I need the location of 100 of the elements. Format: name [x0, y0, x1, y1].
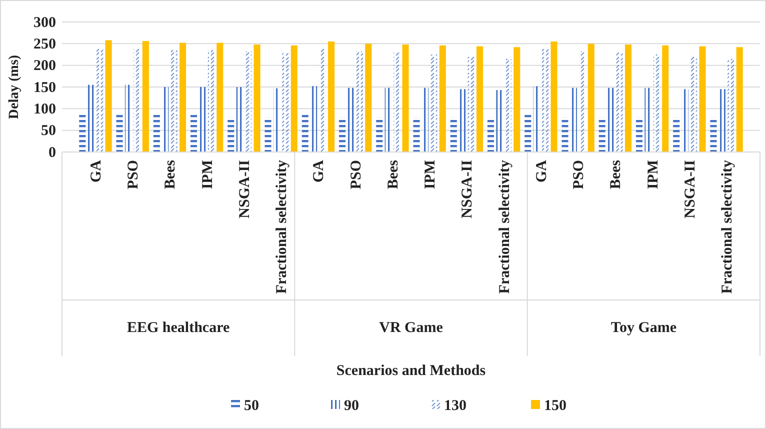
x-tick-label: Fractional selectivity — [274, 160, 290, 294]
bar — [653, 54, 660, 152]
x-tick-label: IPM — [422, 160, 439, 190]
bar — [459, 89, 466, 152]
bar — [524, 113, 532, 152]
bar — [245, 51, 252, 152]
x-tick-label: Bees — [162, 160, 179, 190]
bar — [736, 47, 743, 152]
legend-label: 130 — [444, 398, 466, 414]
bar — [124, 84, 132, 152]
bar — [710, 117, 717, 152]
bar — [282, 53, 289, 152]
x-tick-label: GA — [88, 160, 104, 182]
x-tick-label: PSO — [348, 160, 364, 190]
bar — [616, 52, 623, 152]
y-tick-label: 250 — [34, 36, 56, 52]
bar — [550, 42, 558, 152]
x-tick-label: Bees — [608, 160, 624, 190]
bar — [162, 87, 169, 152]
bar — [348, 88, 354, 152]
bar — [199, 87, 206, 152]
bar — [728, 58, 734, 152]
bar — [134, 48, 140, 152]
legend-label: 90 — [344, 398, 359, 414]
y-tick-label: 300 — [34, 14, 56, 31]
bar — [338, 117, 346, 152]
bar — [180, 42, 186, 152]
bar — [673, 117, 680, 152]
bar — [662, 45, 669, 152]
x-tick-label: NSGA-II — [682, 160, 698, 218]
y-tick-label: 150 — [34, 80, 56, 96]
x-tick-label: Bees — [385, 160, 402, 190]
text: Toy Game — [610, 320, 677, 336]
bar — [682, 89, 688, 152]
bar — [504, 58, 512, 152]
bar — [402, 44, 409, 152]
x-tick-label: IPM — [645, 160, 662, 190]
bar — [636, 117, 642, 152]
bar — [496, 90, 503, 152]
bar — [598, 117, 606, 152]
y-tick-label: 0 — [48, 144, 56, 161]
text: EEG healthcare — [127, 320, 230, 336]
bar — [96, 48, 104, 152]
bar — [430, 54, 438, 152]
bar — [542, 48, 549, 152]
bar — [579, 51, 586, 152]
bar — [570, 88, 577, 152]
bar — [365, 44, 372, 152]
bar — [356, 51, 363, 152]
bar — [376, 117, 383, 152]
bar — [608, 88, 614, 152]
y-tick-label: 200 — [34, 58, 56, 74]
bar — [690, 56, 698, 152]
x-tick-label: Fractional selectivity — [496, 160, 513, 294]
bar — [644, 88, 652, 152]
text: VR Game — [379, 320, 444, 336]
bar — [236, 87, 243, 152]
bar — [384, 88, 392, 152]
bar — [290, 45, 298, 152]
bar — [699, 46, 706, 152]
bar — [533, 86, 540, 152]
bar — [105, 40, 112, 152]
bar — [468, 56, 474, 152]
y-tick-label: 100 — [34, 101, 56, 118]
bar — [328, 42, 335, 152]
bar — [450, 117, 457, 152]
x-tick-label: PSO — [571, 160, 588, 190]
bar — [624, 44, 632, 152]
x-tick-label: PSO — [126, 160, 142, 190]
x-axis-title: Scenarios and Methods — [336, 363, 486, 379]
bar — [264, 117, 272, 152]
legend-label: 150 — [544, 398, 566, 414]
x-tick-label: GA — [534, 160, 550, 182]
bar — [319, 48, 326, 152]
bar — [254, 44, 260, 152]
bar — [588, 44, 594, 152]
y-tick-label: 50 — [41, 123, 56, 140]
bar — [439, 45, 446, 152]
bar — [116, 113, 123, 152]
x-tick-label: IPM — [200, 160, 216, 190]
x-tick-label: NSGA-II — [460, 160, 476, 218]
bar — [208, 50, 214, 152]
legend-label: 50 — [244, 398, 259, 414]
bar — [228, 117, 234, 152]
bar — [190, 113, 198, 152]
bar — [170, 50, 178, 152]
bar — [487, 117, 494, 152]
bar — [394, 52, 400, 152]
y-axis-title: Delay (ms) — [7, 54, 22, 120]
bar — [79, 113, 86, 152]
bar — [718, 89, 726, 152]
bar — [310, 86, 318, 152]
bar — [88, 84, 94, 152]
bar — [273, 88, 280, 152]
bar — [216, 42, 224, 152]
x-tick-label: NSGA-II — [236, 160, 253, 218]
bar — [413, 117, 420, 152]
bar — [514, 47, 520, 152]
x-tick-label: GA — [311, 160, 328, 182]
bar — [142, 41, 149, 152]
